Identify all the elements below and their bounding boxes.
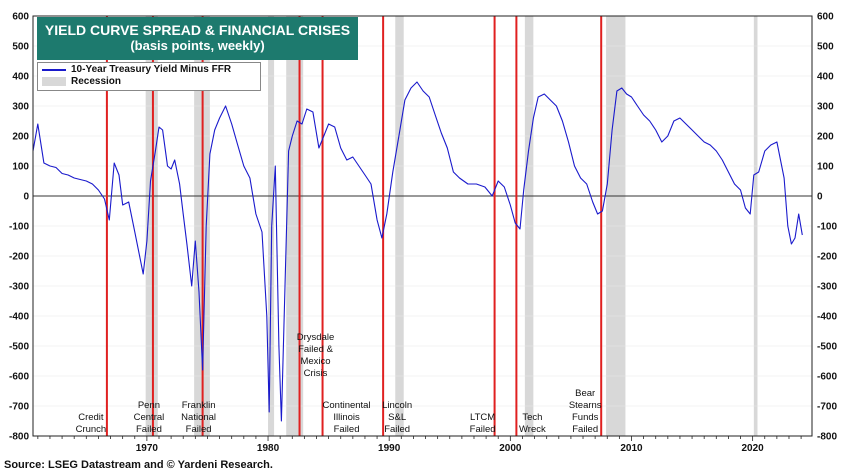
chart-title: YIELD CURVE SPREAD & FINANCIAL CRISES	[44, 22, 351, 38]
crisis-label: Crunch	[76, 424, 107, 435]
crisis-label: Drysdale	[297, 332, 335, 343]
y-tick-label-left: 300	[12, 102, 29, 113]
crisis-label: Penn	[138, 400, 160, 411]
crisis-label: Failed	[384, 424, 410, 435]
y-tick-label-left: -700	[9, 402, 29, 413]
x-tick-label: 2010	[620, 443, 643, 454]
crisis-label: Wreck	[519, 424, 546, 435]
crisis-label: Mexico	[300, 356, 330, 367]
y-tick-label-right: -800	[817, 432, 837, 443]
y-tick-label-right: 400	[817, 72, 834, 83]
y-axis-left: -800 -700 -600 -500 -400 -300 -200 -100 0 100 200 3…	[9, 12, 29, 443]
crisis-label: Illinois	[333, 412, 360, 423]
crisis-label: Failed	[186, 424, 212, 435]
y-tick-label-left: -400	[9, 312, 29, 323]
y-tick-label-left: -300	[9, 282, 29, 293]
crisis-labels: CreditCrunchPennCentralFailedFranklinNat…	[76, 332, 602, 435]
y-tick-label-right: 200	[817, 132, 834, 143]
y-tick-label-left: 600	[12, 12, 29, 23]
legend-label-recession: Recession	[71, 76, 122, 87]
y-tick-label-left: 100	[12, 162, 29, 173]
x-tick-label: 1980	[257, 443, 280, 454]
crisis-label: Franklin	[182, 400, 216, 411]
crisis-label: Continental	[323, 400, 371, 411]
crisis-label: Failed &	[298, 344, 334, 355]
y-tick-label-right: -400	[817, 312, 837, 323]
y-tick-label-right: 0	[817, 192, 823, 203]
y-tick-label-right: -600	[817, 372, 837, 383]
crisis-label: Bear	[575, 388, 595, 399]
y-tick-label-left: 0	[23, 192, 29, 203]
y-tick-label-right: -200	[817, 252, 837, 263]
x-tick-label: 1970	[136, 443, 159, 454]
y-tick-label-right: -300	[817, 282, 837, 293]
title-box: YIELD CURVE SPREAD & FINANCIAL CRISES (b…	[37, 17, 358, 60]
legend: 10-Year Treasury Yield Minus FFR Recessi…	[37, 62, 261, 91]
crisis-label: Failed	[334, 424, 360, 435]
y-axis-right: -800 -700 -600 -500 -400 -300 -200 -100 0 100 200 3…	[817, 12, 837, 443]
crisis-label: Funds	[572, 412, 599, 423]
y-tick-label-right: 500	[817, 42, 834, 53]
x-tick-label: 2020	[742, 443, 765, 454]
y-tick-label-right: 600	[817, 12, 834, 23]
legend-label-series: 10-Year Treasury Yield Minus FFR	[71, 64, 232, 75]
y-tick-label-left: 200	[12, 132, 29, 143]
y-tick-label-left: -200	[9, 252, 29, 263]
legend-recession-swatch	[42, 77, 66, 86]
crisis-label: Stearns	[569, 400, 602, 411]
plot-frame	[32, 15, 813, 437]
crisis-label: Crisis	[304, 368, 328, 379]
y-tick-label-left: -600	[9, 372, 29, 383]
plot-border	[32, 15, 813, 437]
y-tick-label-right: 100	[817, 162, 834, 173]
source-note: Source: LSEG Datastream and © Yardeni Re…	[4, 459, 273, 471]
crisis-label: Lincoln	[382, 400, 412, 411]
crisis-label: Failed	[136, 424, 162, 435]
y-tick-label-left: -800	[9, 432, 29, 443]
y-tick-label-left: -100	[9, 222, 29, 233]
crisis-label: S&L	[388, 412, 406, 423]
crisis-label: Credit	[78, 412, 104, 423]
crisis-label: Central	[134, 412, 165, 423]
y-tick-label-left: 500	[12, 42, 29, 53]
legend-line-swatch	[42, 69, 66, 71]
crisis-label: LTCM	[470, 412, 495, 423]
series-layer	[32, 81, 803, 422]
series-line	[32, 81, 803, 422]
y-tick-label-right: 300	[817, 102, 834, 113]
crisis-label: Failed	[572, 424, 598, 435]
chart-subtitle: (basis points, weekly)	[130, 38, 265, 53]
y-tick-label-right: -500	[817, 342, 837, 353]
crisis-label: National	[181, 412, 216, 423]
crisis-label: Failed	[470, 424, 496, 435]
y-tick-label-right: -100	[817, 222, 837, 233]
x-tick-label: 2000	[499, 443, 522, 454]
y-tick-label-right: -700	[817, 402, 837, 413]
x-axis: 1970 1980 1990 2000 2010 2020	[37, 436, 802, 454]
y-tick-label-left: -500	[9, 342, 29, 353]
y-tick-label-left: 400	[12, 72, 29, 83]
x-tick-label: 1990	[378, 443, 401, 454]
crisis-label: Tech	[522, 412, 542, 423]
